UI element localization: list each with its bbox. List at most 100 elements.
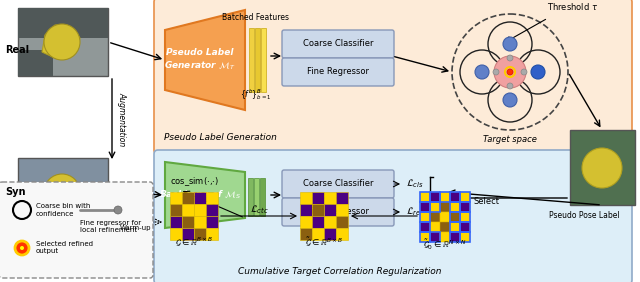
FancyBboxPatch shape [0, 182, 153, 278]
FancyBboxPatch shape [336, 192, 348, 204]
FancyBboxPatch shape [18, 8, 108, 38]
Circle shape [507, 55, 513, 61]
FancyBboxPatch shape [300, 216, 312, 228]
Circle shape [475, 65, 489, 79]
Text: Coarse bin with
confidence: Coarse bin with confidence [36, 204, 90, 217]
Text: Pseudo Label Generation: Pseudo Label Generation [164, 133, 277, 142]
Text: $\mathcal{L}_{ctc}$: $\mathcal{L}_{ctc}$ [250, 203, 268, 216]
FancyBboxPatch shape [460, 212, 470, 222]
Text: $\tilde{\mathcal{G}} \in \mathbb{R}^{B \times B}$: $\tilde{\mathcal{G}} \in \mathbb{R}^{B \… [305, 235, 343, 249]
FancyBboxPatch shape [170, 192, 182, 204]
Text: Coarse Classifier: Coarse Classifier [303, 180, 373, 188]
Text: $\mathcal{G} \in \mathbb{R}^{B \times B}$: $\mathcal{G} \in \mathbb{R}^{B \times B}… [175, 235, 213, 249]
FancyBboxPatch shape [194, 216, 206, 228]
FancyBboxPatch shape [170, 228, 182, 240]
FancyBboxPatch shape [450, 212, 460, 222]
FancyBboxPatch shape [440, 232, 450, 242]
FancyBboxPatch shape [420, 232, 430, 242]
Circle shape [44, 24, 80, 60]
FancyBboxPatch shape [170, 216, 182, 228]
FancyBboxPatch shape [312, 216, 324, 228]
Polygon shape [42, 25, 80, 58]
FancyBboxPatch shape [18, 8, 108, 76]
FancyBboxPatch shape [312, 204, 324, 216]
FancyBboxPatch shape [18, 50, 53, 76]
FancyBboxPatch shape [336, 228, 348, 240]
FancyBboxPatch shape [254, 178, 259, 216]
Circle shape [44, 174, 80, 210]
Text: Real: Real [5, 45, 29, 55]
Text: $\mathcal{L}_{reg}$: $\mathcal{L}_{reg}$ [406, 205, 426, 219]
FancyBboxPatch shape [182, 204, 194, 216]
FancyBboxPatch shape [570, 130, 635, 205]
FancyBboxPatch shape [420, 212, 430, 222]
FancyBboxPatch shape [261, 28, 266, 92]
Text: Syn: Syn [5, 187, 26, 197]
FancyBboxPatch shape [282, 198, 394, 226]
Circle shape [507, 83, 513, 89]
Circle shape [503, 37, 517, 51]
FancyBboxPatch shape [194, 204, 206, 216]
FancyBboxPatch shape [440, 192, 450, 202]
Polygon shape [165, 162, 245, 228]
FancyBboxPatch shape [300, 192, 312, 204]
FancyBboxPatch shape [255, 28, 260, 92]
Text: Selected refined
output: Selected refined output [36, 241, 93, 254]
FancyBboxPatch shape [282, 30, 394, 58]
FancyBboxPatch shape [300, 204, 312, 216]
Text: Fine Regressor: Fine Regressor [307, 208, 369, 217]
FancyBboxPatch shape [324, 228, 336, 240]
FancyBboxPatch shape [430, 212, 440, 222]
FancyBboxPatch shape [312, 228, 324, 240]
Text: Warm-up: Warm-up [120, 225, 152, 231]
FancyBboxPatch shape [182, 228, 194, 240]
Text: Threshold $\tau$: Threshold $\tau$ [547, 1, 598, 12]
FancyBboxPatch shape [194, 192, 206, 204]
FancyBboxPatch shape [420, 222, 430, 232]
Circle shape [507, 69, 513, 75]
FancyBboxPatch shape [206, 204, 218, 216]
FancyBboxPatch shape [460, 232, 470, 242]
FancyBboxPatch shape [460, 222, 470, 232]
Polygon shape [165, 10, 245, 110]
FancyBboxPatch shape [420, 202, 430, 212]
FancyBboxPatch shape [324, 204, 336, 216]
FancyBboxPatch shape [300, 228, 312, 240]
Text: Target space: Target space [483, 135, 537, 144]
Circle shape [20, 246, 24, 250]
Circle shape [493, 69, 499, 75]
FancyBboxPatch shape [206, 216, 218, 228]
FancyBboxPatch shape [249, 28, 254, 92]
Text: Batched Features: Batched Features [223, 13, 289, 22]
FancyBboxPatch shape [248, 178, 253, 216]
FancyBboxPatch shape [450, 222, 460, 232]
FancyBboxPatch shape [336, 204, 348, 216]
FancyBboxPatch shape [430, 232, 440, 242]
FancyBboxPatch shape [420, 192, 430, 202]
Circle shape [531, 65, 545, 79]
Text: $\mathcal{L}_{cls}$: $\mathcal{L}_{cls}$ [406, 178, 424, 190]
FancyBboxPatch shape [440, 212, 450, 222]
FancyBboxPatch shape [282, 58, 394, 86]
Text: Coarse Classifier: Coarse Classifier [303, 39, 373, 49]
FancyBboxPatch shape [440, 202, 450, 212]
FancyBboxPatch shape [460, 202, 470, 212]
Text: Select: Select [474, 197, 500, 206]
Text: Fine Regressor: Fine Regressor [307, 67, 369, 76]
FancyBboxPatch shape [312, 192, 324, 204]
Circle shape [503, 93, 517, 107]
FancyBboxPatch shape [206, 192, 218, 204]
FancyBboxPatch shape [450, 192, 460, 202]
Text: Backbone of $\mathcal{M}_{S}$: Backbone of $\mathcal{M}_{S}$ [159, 189, 241, 201]
FancyBboxPatch shape [324, 216, 336, 228]
Text: Cumulative Target Correlation Regularization: Cumulative Target Correlation Regulariza… [238, 267, 442, 276]
FancyBboxPatch shape [336, 216, 348, 228]
Text: cos_sim($\cdot$,$\cdot$): cos_sim($\cdot$,$\cdot$) [170, 175, 219, 188]
FancyBboxPatch shape [460, 192, 470, 202]
FancyBboxPatch shape [430, 202, 440, 212]
FancyBboxPatch shape [450, 232, 460, 242]
FancyBboxPatch shape [182, 192, 194, 204]
FancyBboxPatch shape [282, 170, 394, 198]
FancyBboxPatch shape [182, 216, 194, 228]
Text: Augmentation: Augmentation [117, 92, 126, 146]
